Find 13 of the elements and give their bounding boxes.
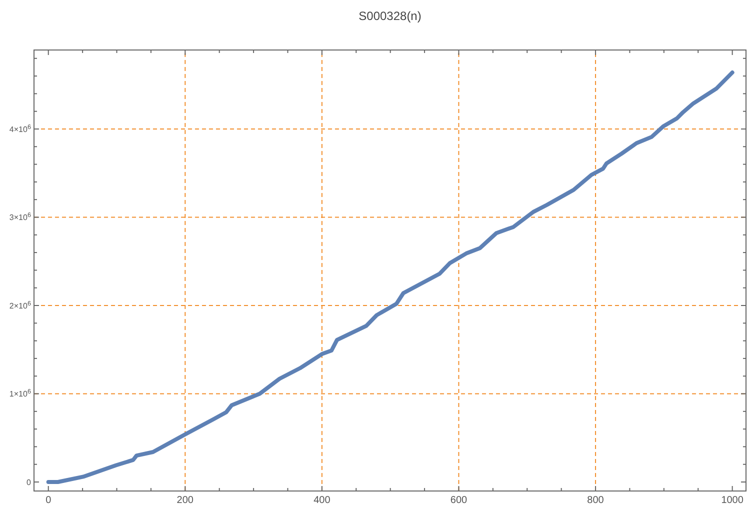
x-tick-label: 200 xyxy=(176,495,194,506)
y-tick-label: 0 xyxy=(26,478,32,487)
y-tick-label: 2×10$^{6}$ xyxy=(9,300,32,310)
y-tick-label: 3×10$^{6}$ xyxy=(9,212,32,222)
y-tick-label: 1×10$^{6}$ xyxy=(9,388,32,399)
x-tick-label: 0 xyxy=(46,495,52,506)
line-series xyxy=(46,70,734,484)
x-tick-label: 800 xyxy=(587,495,604,506)
x-tick-label: 400 xyxy=(314,495,331,506)
x-tick-label: 600 xyxy=(450,495,468,506)
y-tick-label: 4×10$^{6}$ xyxy=(9,123,32,134)
chart-title: S000328(n) xyxy=(358,9,422,23)
x-tick-label: 1000 xyxy=(721,495,744,506)
